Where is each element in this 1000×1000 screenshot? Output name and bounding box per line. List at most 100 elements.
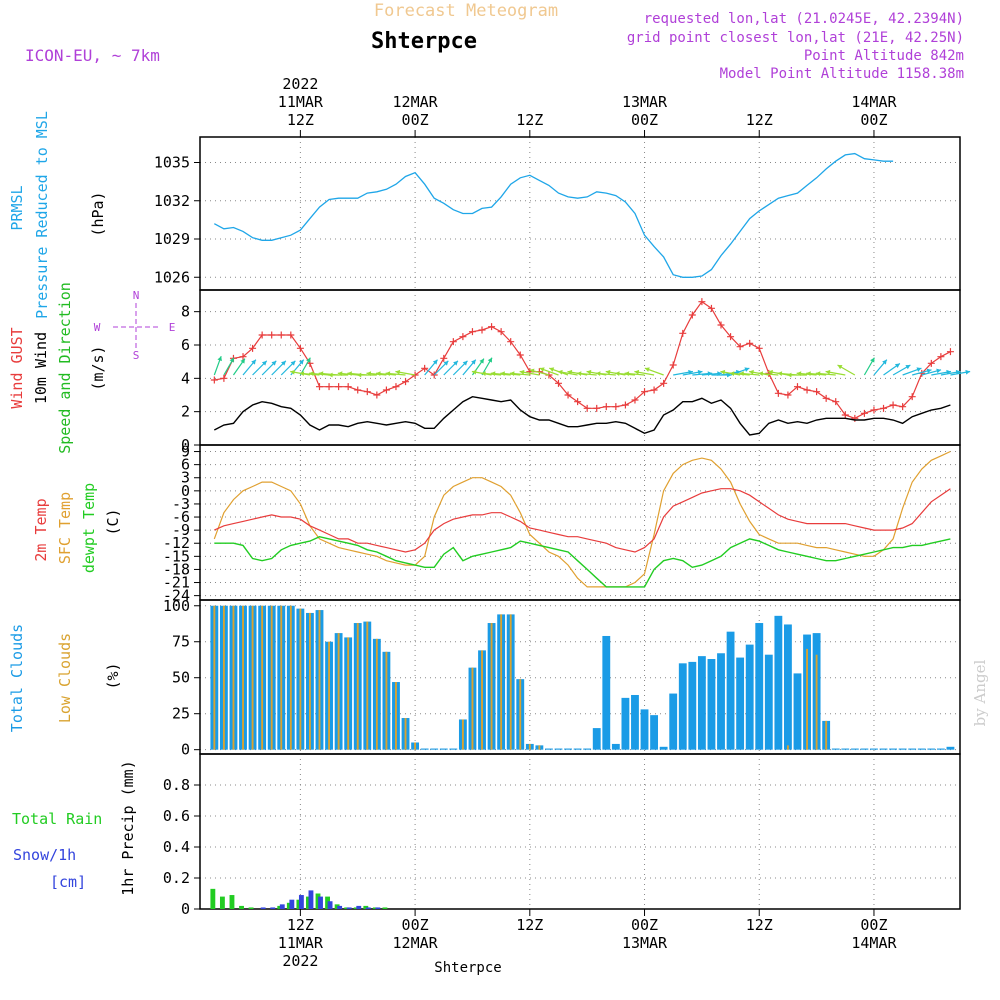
total-cloud-bar (755, 623, 764, 750)
wind-arrow-head (825, 369, 831, 375)
gust-marker (937, 353, 945, 361)
wind-arrow-head (443, 360, 449, 366)
temp-ytick-label: -18 (163, 560, 190, 578)
gust-marker (564, 391, 572, 399)
wind-label-1: Wind GUST (8, 327, 26, 408)
gust-marker (602, 403, 610, 411)
total-cloud-bar (917, 748, 926, 750)
wind-arrow-head (385, 371, 391, 377)
wind-direction-arrow (328, 372, 349, 378)
low-cloud-bar (328, 641, 330, 750)
total-cloud-bar (879, 748, 888, 750)
low-cloud-bar (318, 610, 321, 750)
total-cloud-bar (631, 694, 639, 750)
wind-arrow-head (240, 358, 245, 364)
compass-legend: N S W E (94, 289, 176, 362)
total-cloud-bar (784, 624, 792, 750)
total-cloud-bar (602, 635, 611, 750)
gust-marker (784, 391, 792, 399)
wind-direction-arrow (519, 369, 540, 376)
snow-bar (289, 899, 295, 909)
precip-ytick-label: 0.4 (163, 838, 190, 856)
gust-marker (698, 298, 706, 306)
pressure-unit: (hPa) (89, 191, 107, 236)
low-cloud-bar (232, 605, 235, 750)
snow-bar (346, 907, 352, 909)
rain-bar (353, 907, 359, 909)
gust-marker (841, 411, 849, 419)
precip-label-rain: Total Rain (12, 810, 102, 828)
wind-arrow-head (576, 371, 582, 377)
wind-arrow-head (290, 369, 295, 375)
wind-arrow-head (481, 371, 486, 377)
point-altitude: Point Altitude 842m (804, 48, 964, 64)
wind-direction-arrow (242, 359, 257, 376)
rain-bar (372, 907, 378, 909)
total-cloud-bar (707, 659, 716, 750)
wind-direction-arrow (758, 371, 779, 377)
top-time-label: 2022 (282, 75, 318, 93)
temp-ytick-label: 0 (181, 482, 190, 500)
wind-ytick-label: 8 (181, 303, 190, 321)
low-cloud-bar (213, 605, 216, 750)
pressure-label-2: Pressure Reduced to MSL (33, 111, 51, 319)
gust-marker (220, 374, 228, 382)
pressure-ytick-label: 1026 (154, 268, 190, 286)
wind-arrow-head (299, 371, 305, 377)
low-cloud-bar (375, 638, 378, 750)
wind-arrow-head (796, 371, 802, 377)
low-cloud-bar (500, 614, 503, 750)
wind-direction-arrow (375, 371, 397, 377)
rain-bar (306, 896, 311, 909)
gust-marker (315, 383, 323, 391)
pressure-ytick-label: 1035 (154, 154, 190, 172)
rain-bar (286, 902, 292, 909)
compass-east: E (169, 321, 176, 334)
wind-direction-arrow (729, 371, 750, 377)
temp-ytick-label: -3 (172, 495, 190, 513)
wind-direction-arrow (299, 357, 311, 376)
low-cloud-bar (289, 605, 292, 750)
temp-label-1: 2m Temp (32, 498, 50, 561)
wind-arrow-head (882, 359, 887, 365)
low-cloud-bar (242, 605, 244, 750)
gust-marker (717, 321, 725, 329)
wind-direction-arrow (356, 372, 377, 378)
precip-label-snow: Snow/1h (13, 846, 76, 864)
wind-arrow-head (299, 359, 304, 365)
rain-bar (229, 895, 235, 909)
top-time-label: 00Z (402, 111, 429, 129)
temp-2m-line (214, 488, 951, 553)
wind-arrow-head (290, 360, 296, 366)
gust-marker (832, 398, 840, 406)
wind-direction-arrow (739, 371, 760, 377)
wind-direction-arrow (892, 364, 911, 376)
wind-direction-arrow (213, 356, 222, 376)
snow-bar (365, 907, 371, 909)
wind-direction-arrow (232, 358, 246, 376)
wind-direction-arrow (490, 371, 511, 377)
total-cloud-bar (908, 748, 917, 750)
clouds-ytick-label: 100 (163, 597, 190, 615)
low-cloud-bar (366, 621, 369, 750)
wind-direction-arrow (252, 360, 268, 376)
wind-arrow-head (471, 369, 477, 375)
temp-ytick-label: -6 (172, 508, 190, 526)
wind-arrow-head (309, 371, 314, 377)
wind-arrow-head (261, 360, 267, 366)
gust-line (214, 300, 951, 419)
snow-bar (270, 907, 276, 909)
wind-arrow-head (787, 372, 792, 378)
wind-direction-arrow (902, 367, 922, 376)
wind-arrow-head (894, 363, 900, 369)
wind-direction-arrow (500, 371, 521, 377)
total-cloud-bar (870, 748, 878, 750)
wind-direction-arrow (614, 371, 636, 377)
temp-ytick-label: 6 (181, 456, 190, 474)
wind-arrow-head (347, 371, 352, 377)
wind-arrow-head (229, 357, 234, 363)
low-cloud-bar (538, 745, 541, 750)
rain-bar (334, 904, 340, 909)
gust-marker (554, 379, 562, 387)
